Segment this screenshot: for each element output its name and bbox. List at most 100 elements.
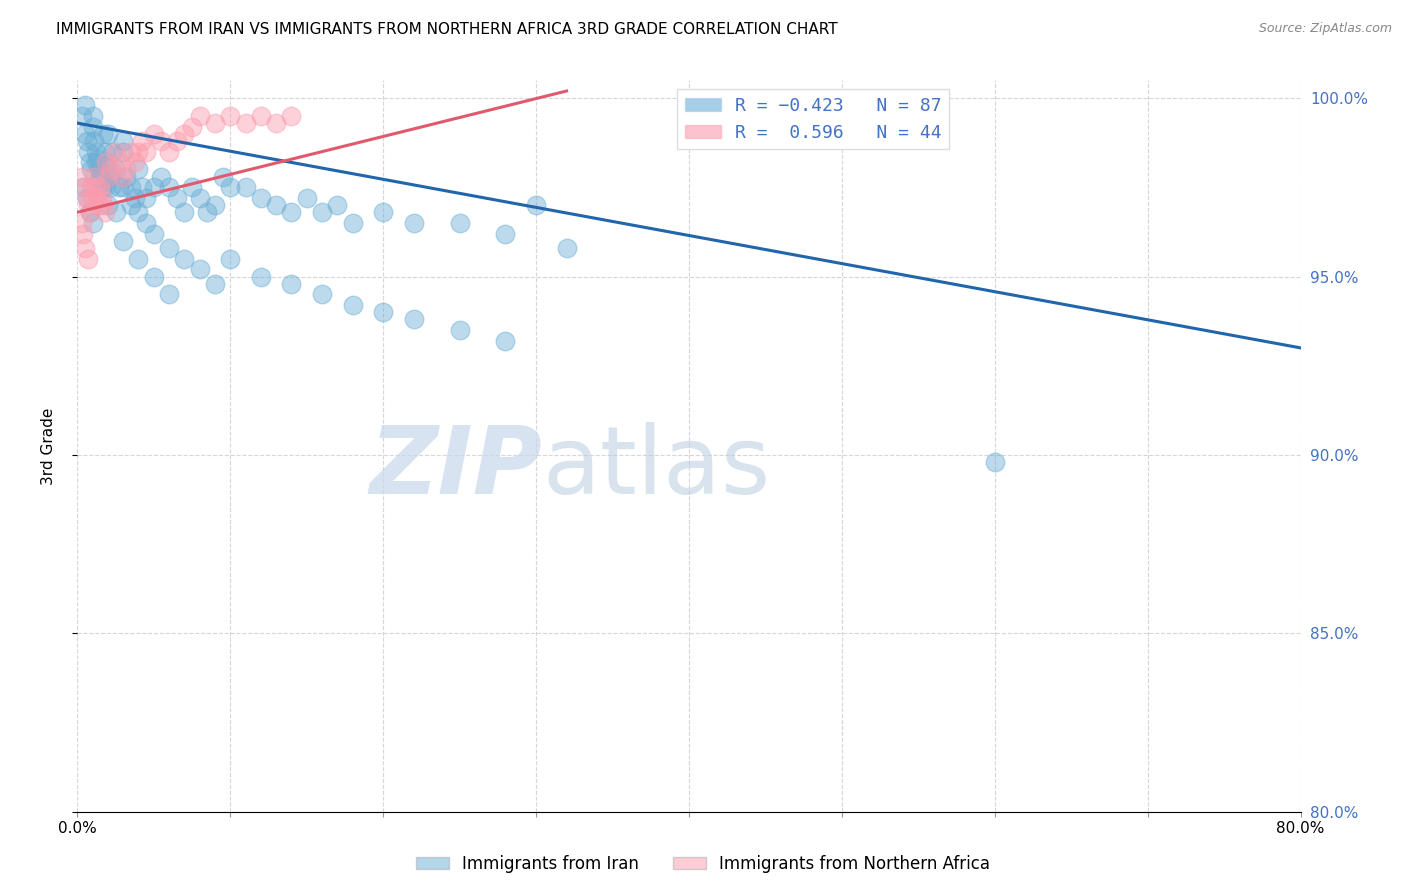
Point [73,127,96,141]
Point [342,298,364,312]
Point [89,169,111,184]
Point [219,180,242,194]
Point [264,116,287,130]
Point [86,152,108,166]
Point [77,198,100,212]
Point [82,109,104,123]
Point [128,162,150,177]
Point [77,252,100,266]
Point [235,180,257,194]
Point [135,216,157,230]
Point [449,216,471,230]
Point [449,323,471,337]
Point [94,145,117,159]
Y-axis label: 3rd Grade: 3rd Grade [42,408,56,484]
Point [94,180,117,194]
Point [135,191,157,205]
Point [124,155,146,169]
Point [86,191,108,205]
Point [91,127,114,141]
Point [188,262,211,277]
Point [524,198,547,212]
Point [97,198,120,212]
Point [235,116,257,130]
Point [115,162,138,177]
Point [73,180,96,194]
Point [87,162,110,177]
Point [204,198,226,212]
Point [181,180,204,194]
Point [250,269,273,284]
Point [326,198,349,212]
Point [79,155,101,169]
Point [84,145,107,159]
Point [120,198,142,212]
Point [219,252,242,266]
Point [112,234,135,248]
Point [311,205,333,219]
Point [97,169,120,184]
Point [280,277,302,291]
Point [204,116,226,130]
Point [72,227,94,241]
Point [371,305,394,319]
Point [188,109,211,123]
Point [70,216,93,230]
Point [166,191,188,205]
Point [142,227,165,241]
Point [280,109,302,123]
Point [115,169,138,184]
Point [142,180,165,194]
Point [250,109,273,123]
Point [131,134,153,148]
Point [79,205,101,219]
Point [112,180,135,194]
Point [173,127,195,141]
Point [402,312,425,326]
Point [97,127,120,141]
Point [128,145,150,159]
Point [87,198,110,212]
Point [82,216,104,230]
Legend: R = −0.423   N = 87, R =  0.596   N = 44: R = −0.423 N = 87, R = 0.596 N = 44 [678,89,949,149]
Point [77,145,100,159]
Point [70,109,93,123]
Point [112,169,135,184]
Point [120,145,142,159]
Point [250,191,273,205]
Point [311,287,333,301]
Point [984,455,1007,469]
Text: IMMIGRANTS FROM IRAN VS IMMIGRANTS FROM NORTHERN AFRICA 3RD GRADE CORRELATION CH: IMMIGRANTS FROM IRAN VS IMMIGRANTS FROM … [56,22,838,37]
Point [96,155,118,169]
Point [83,134,105,148]
Point [342,216,364,230]
Point [173,252,195,266]
Point [188,191,211,205]
Point [107,180,129,194]
Point [371,205,394,219]
Point [98,169,121,184]
Point [112,145,135,159]
Point [295,191,318,205]
Point [83,169,105,184]
Point [135,145,157,159]
Point [157,145,180,159]
Point [76,134,98,148]
Point [128,205,150,219]
Point [90,191,112,205]
Point [73,98,96,112]
Point [89,169,111,184]
Point [70,169,93,184]
Point [96,155,118,169]
Point [90,180,112,194]
Point [91,198,114,212]
Point [101,145,124,159]
Point [142,269,165,284]
Point [204,277,226,291]
Point [100,162,122,177]
Point [150,134,173,148]
Point [173,205,195,219]
Point [402,216,425,230]
Text: Source: ZipAtlas.com: Source: ZipAtlas.com [1258,22,1392,36]
Point [104,162,127,177]
